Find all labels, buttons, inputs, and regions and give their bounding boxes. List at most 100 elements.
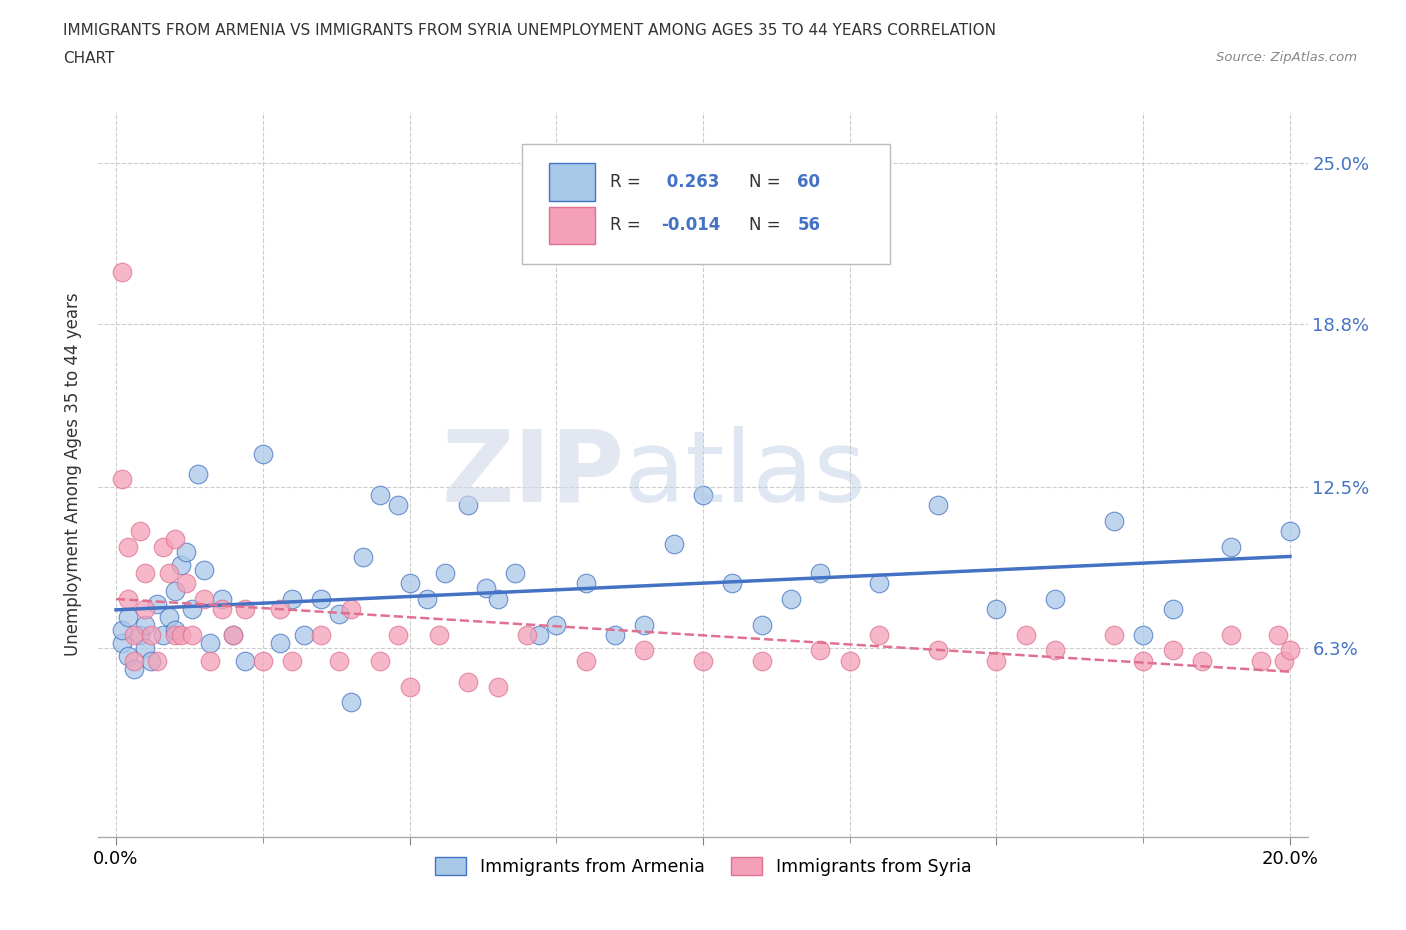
Point [181,628,204,643]
Point [352,550,374,565]
Point [198,654,221,669]
Point [398,576,420,591]
Point [134,565,156,580]
Point [111,472,134,487]
Text: -0.014: -0.014 [661,217,720,234]
Point [1132,628,1154,643]
Text: N =: N = [749,217,786,234]
Point [117,648,139,663]
Point [311,628,333,643]
Point [152,628,174,643]
Point [927,498,949,512]
Point [633,618,655,632]
Point [503,565,526,580]
Point [486,591,509,606]
Text: 56: 56 [797,217,820,234]
Point [1272,654,1295,669]
Point [157,609,180,624]
Point [927,643,949,658]
Point [146,654,169,669]
Point [134,602,156,617]
Point [1220,628,1243,643]
Text: IMMIGRANTS FROM ARMENIA VS IMMIGRANTS FROM SYRIA UNEMPLOYMENT AMONG AGES 35 TO 4: IMMIGRANTS FROM ARMENIA VS IMMIGRANTS FR… [63,23,997,38]
Point [122,628,145,643]
Point [1250,654,1272,669]
Point [111,635,134,650]
Point [387,498,409,512]
Point [1161,643,1184,658]
Point [1043,591,1066,606]
Point [122,654,145,669]
Point [117,591,139,606]
Point [751,654,773,669]
Point [141,628,163,643]
Legend: Immigrants from Armenia, Immigrants from Syria: Immigrants from Armenia, Immigrants from… [427,850,979,883]
Text: N =: N = [749,173,786,191]
Point [1278,524,1301,538]
Point [193,591,215,606]
Point [252,446,274,461]
Point [233,602,256,617]
Point [986,654,1008,669]
Point [281,654,304,669]
Point [211,591,233,606]
Point [134,641,156,656]
Point [662,537,685,551]
Point [281,591,304,606]
Point [311,591,333,606]
Point [117,539,139,554]
Point [692,654,714,669]
Y-axis label: Unemployment Among Ages 35 to 44 years: Unemployment Among Ages 35 to 44 years [63,293,82,656]
Point [486,679,509,694]
Point [1220,539,1243,554]
Text: R =: R = [610,173,645,191]
FancyBboxPatch shape [522,144,890,264]
Point [141,654,163,669]
Point [527,628,550,643]
Point [808,565,831,580]
Point [838,654,860,669]
Text: 60: 60 [797,173,820,191]
Point [117,609,139,624]
Text: Source: ZipAtlas.com: Source: ZipAtlas.com [1216,51,1357,64]
Point [986,602,1008,617]
Point [187,467,209,482]
Text: ZIP: ZIP [441,426,624,523]
Point [222,628,245,643]
Point [198,635,221,650]
Point [269,635,291,650]
Point [111,265,134,280]
Point [340,602,363,617]
Point [387,628,409,643]
Point [292,628,315,643]
Point [433,565,456,580]
Point [603,628,626,643]
Point [233,654,256,669]
Point [1191,654,1213,669]
Point [751,618,773,632]
Point [157,565,180,580]
Point [368,487,391,502]
Point [780,591,803,606]
Point [633,643,655,658]
Point [181,602,204,617]
Point [1102,513,1125,528]
Point [475,581,498,596]
Text: 0.263: 0.263 [661,173,718,191]
Point [808,643,831,658]
Point [398,679,420,694]
Point [868,628,890,643]
Point [152,539,174,554]
Point [328,654,350,669]
Point [457,498,479,512]
Bar [550,206,595,245]
Point [457,674,479,689]
Point [193,563,215,578]
Point [427,628,450,643]
Point [368,654,391,669]
Point [128,628,150,643]
Point [868,576,890,591]
Text: CHART: CHART [63,51,115,66]
Point [721,576,744,591]
Point [416,591,439,606]
